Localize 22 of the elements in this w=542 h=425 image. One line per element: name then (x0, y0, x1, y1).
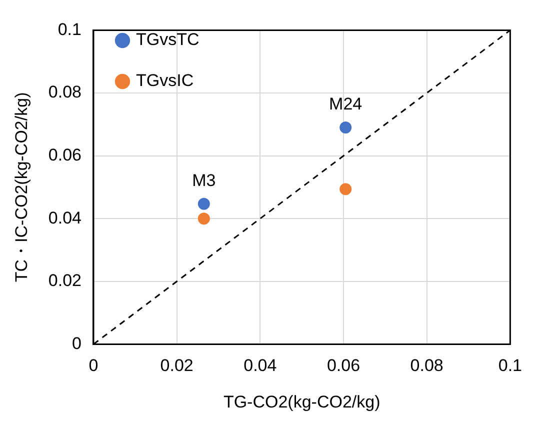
x-tick-label: 0.06 (326, 356, 360, 376)
x-axis-title: TG-CO2(kg-CO2/kg) (223, 392, 380, 412)
x-tick-label: 0.02 (160, 356, 194, 376)
point (340, 183, 352, 196)
y-tick-label: 0.1 (58, 20, 82, 39)
point (198, 198, 210, 210)
point (198, 212, 210, 225)
y-tick-label: 0.04 (48, 208, 82, 228)
annotation: M3 (192, 171, 216, 190)
y-tick-label: 0 (72, 334, 82, 353)
legend-label: TGvsIC (136, 71, 194, 90)
point (340, 122, 352, 134)
legend-label: TGvsTC (136, 30, 200, 50)
y-tick-label: 0.06 (48, 145, 82, 164)
x-tick-label: 0.1 (498, 356, 522, 376)
x-tick-label: 0.08 (410, 356, 444, 376)
y-axis-title: TC・IC-CO2(kg-CO2/kg) (12, 92, 31, 282)
annotation: M24 (329, 94, 362, 114)
y-tick-label: 0.02 (48, 271, 82, 290)
x-tick-label: 0 (88, 356, 98, 376)
x-tick-label: 0.04 (244, 356, 277, 376)
y-tick-label: 0.08 (48, 82, 82, 102)
